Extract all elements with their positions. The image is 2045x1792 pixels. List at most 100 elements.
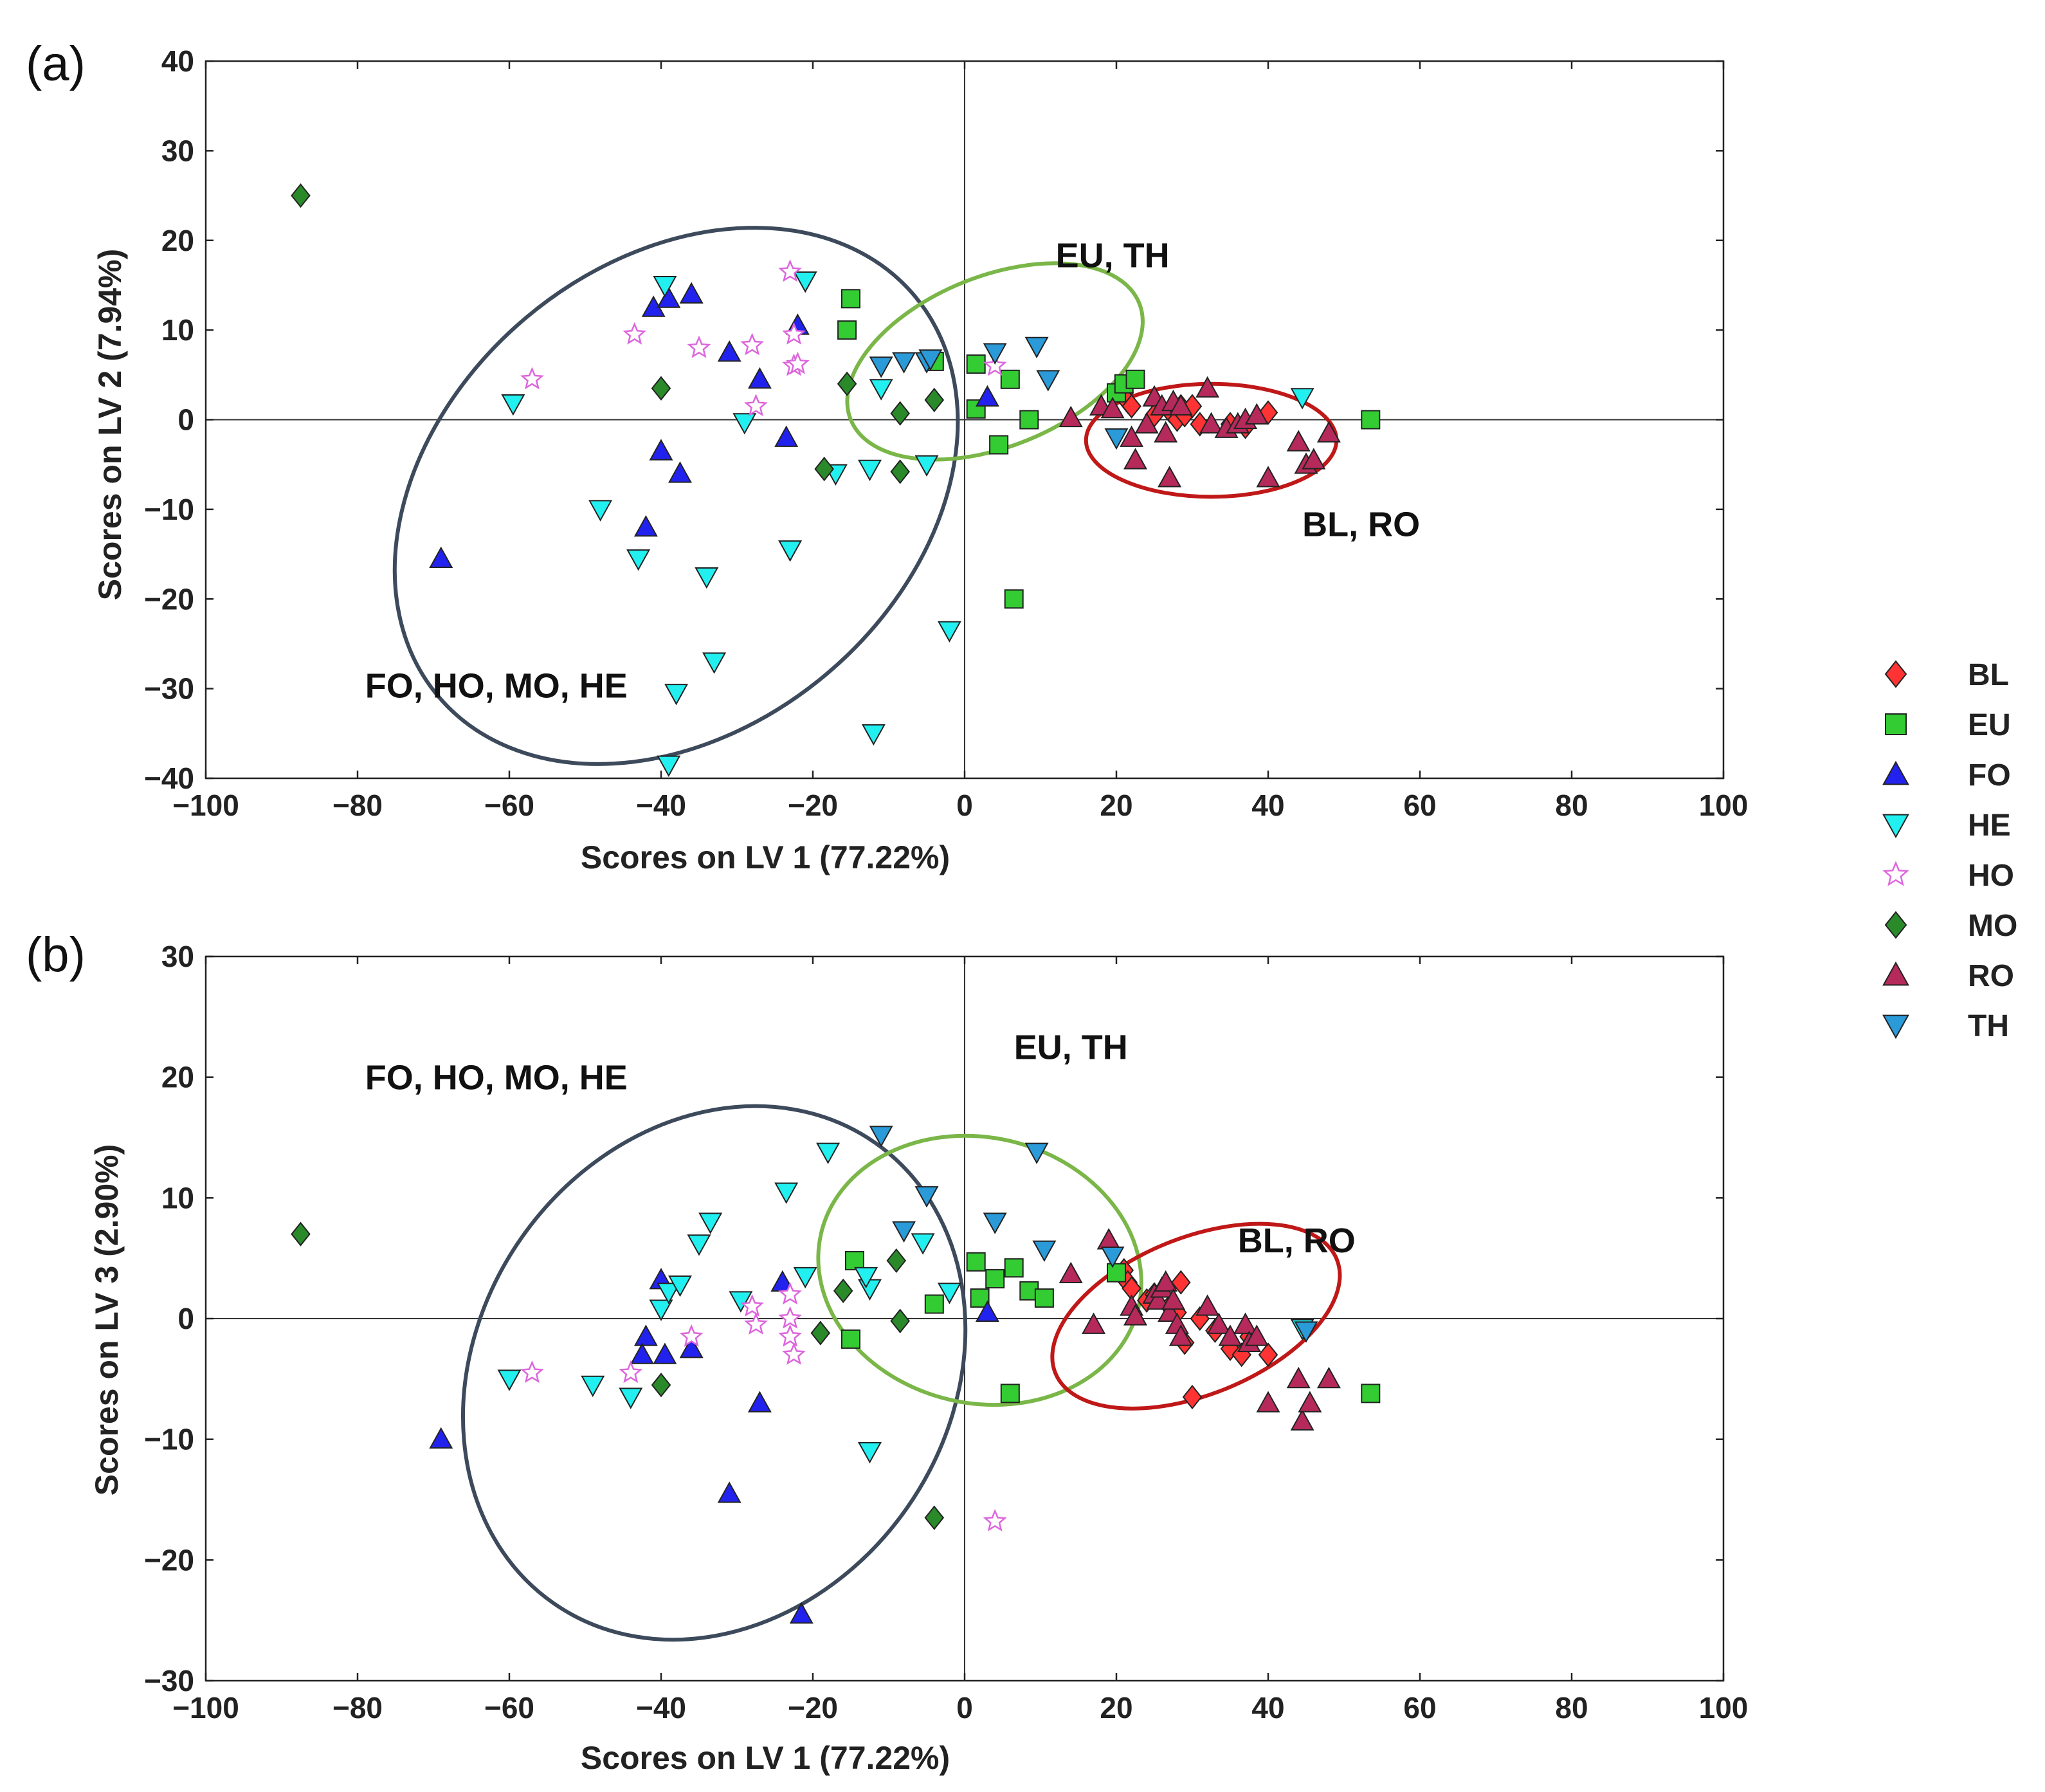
panel-a-annotation-0: EU, TH: [1056, 237, 1170, 275]
panel-b-point-ro-20: [1286, 1366, 1311, 1389]
panel-b-point-mo-4: [886, 1248, 907, 1274]
panel-a-point-eu-3: [966, 354, 986, 374]
panel-a-point-th-7: [1104, 428, 1129, 450]
panel-a-plot-area: EU, TH BL, RO FO, HO, MO, HE: [206, 61, 1723, 778]
panel-a-point-bl-2: [1122, 394, 1141, 419]
panel-b-point-ro-15: [1218, 1324, 1242, 1346]
panel-a-x-tick-label: 40: [1251, 789, 1284, 822]
panel-b-ellipse-fo-ho-mo-he: [460, 1104, 968, 1642]
panel-b-label: (b): [26, 928, 86, 982]
panel-b-point-th-7: [1294, 1321, 1318, 1343]
legend-item-th: TH: [1882, 1009, 2009, 1043]
panel-a-point-ro-2: [1100, 396, 1125, 419]
panel-b-point-he-0: [497, 1369, 522, 1391]
panel-b-point-ho-8: [782, 1342, 806, 1365]
panel-b-y-axis-title: Scores on LV 3 (2.90%): [89, 1144, 125, 1495]
panel-a-point-he-4: [626, 549, 651, 571]
legend-marker-bl: [1884, 660, 1907, 688]
panel-b-y-tick-label: 0: [177, 1302, 194, 1335]
panel-a-ellipse-eu-th: [845, 261, 1145, 462]
panel-a-point-he-1: [793, 271, 817, 293]
panel-b-point-fo-3: [630, 1342, 654, 1364]
panel-a-point-he-12: [858, 459, 882, 482]
panel-a-point-fo-3: [717, 340, 741, 362]
panel-a-point-th-3: [918, 349, 943, 371]
panel-b-point-fo-4: [653, 1342, 677, 1364]
legend-item-eu: EU: [1885, 708, 2011, 742]
panel-a-point-fo-10: [429, 546, 453, 568]
panel-b-annotation-2: FO, HO, MO, HE: [365, 1058, 628, 1097]
panel-a-point-ho-0: [520, 367, 544, 390]
panel-a-point-fo-5: [774, 425, 799, 447]
panel-b-point-ro-4: [1123, 1304, 1147, 1326]
legend-marker-ro: [1882, 961, 1909, 986]
panel-a-point-ho-1: [623, 322, 647, 345]
panel-b-point-ro-19: [1256, 1391, 1280, 1413]
panel-b-x-tick-label: −40: [636, 1691, 686, 1724]
panel-b-point-th-5: [1032, 1240, 1057, 1262]
panel-b-y-tick-label: −10: [144, 1423, 194, 1456]
panel-a-point-ro-11: [1168, 394, 1193, 416]
panel-b-point-ro-23: [1316, 1366, 1341, 1389]
panel-a-point-eu-12: [1361, 410, 1381, 430]
panel-b-point-he-8: [729, 1291, 753, 1313]
panel-b-point-eu-7: [1004, 1258, 1024, 1278]
panel-b-x-tick-label: −20: [788, 1691, 838, 1724]
panel-b-point-mo-0: [291, 1221, 311, 1247]
panel-a-point-th-1: [892, 352, 916, 374]
panel-b-point-ho-0: [520, 1360, 544, 1384]
legend-label-he: HE: [1968, 809, 2011, 843]
panel-a-point-ho-9: [983, 353, 1007, 376]
panel-b-point-he-2: [619, 1387, 643, 1409]
panel-b-x-tick-label: −80: [332, 1691, 383, 1724]
panel-b-point-eu-5: [985, 1269, 1005, 1289]
panel-b-point-he-16: [937, 1283, 961, 1304]
panel-b-plot-area: EU, TH BL, RO FO, HO, MO, HE: [206, 956, 1723, 1681]
panel-b-point-th-6: [1100, 1246, 1125, 1268]
panel-b-y-tick-label: −30: [144, 1664, 194, 1697]
panel-b-x-tick-label: 100: [1699, 1691, 1749, 1724]
panel-b-point-eu-6: [1000, 1384, 1020, 1403]
panel-a-point-eu-6: [1000, 369, 1020, 389]
panel-b-x-tick-label: 80: [1555, 1691, 1588, 1724]
legend-item-mo: MO: [1884, 909, 2017, 943]
panel-a-point-fo-4: [747, 367, 772, 389]
panel-b-annotation-1: BL, RO: [1238, 1221, 1356, 1260]
panel-b-point-th-2: [914, 1186, 939, 1208]
legend-marker-ho: [1882, 861, 1909, 886]
panel-b-point-ro-12: [1168, 1324, 1193, 1346]
panel-a-point-he-17: [1290, 388, 1314, 410]
panel-a-point-ro-9: [1158, 466, 1182, 488]
panel-b-point-mo-3: [833, 1278, 853, 1303]
panel-a-point-eu-1: [837, 320, 857, 340]
legend-item-ho: HO: [1882, 859, 2014, 893]
panel-a-x-tick-label: 100: [1699, 789, 1749, 822]
panel-b-point-he-5: [668, 1275, 692, 1297]
panel-b-point-eu-9: [1034, 1288, 1054, 1308]
panel-b-point-he-1: [581, 1375, 605, 1398]
panel-a-x-tick-label: −80: [332, 789, 383, 822]
panel-a-point-fo-11: [975, 385, 999, 407]
panel-b-x-tick-label: −60: [484, 1691, 534, 1724]
panel-b-x-tick-label: −100: [172, 1691, 239, 1724]
panel-a-point-ho-4: [744, 394, 768, 417]
panel-a-y-tick-label: −40: [144, 762, 194, 795]
legend-label-ro: RO: [1968, 959, 2014, 993]
panel-a-point-ro-18: [1256, 466, 1280, 488]
legend-marker-fo: [1882, 760, 1909, 785]
panel-a-point-he-2: [501, 394, 525, 416]
panel-b-point-he-10: [793, 1266, 817, 1289]
panel-a-point-ho-8: [782, 322, 806, 345]
panel-b-point-ro-14: [1206, 1312, 1231, 1334]
panel-b-y-tick-label: −20: [144, 1543, 194, 1577]
panel-b-point-th-3: [983, 1212, 1007, 1234]
panel-b-point-ro-0: [1059, 1261, 1083, 1284]
panel-a-point-he-7: [657, 755, 681, 777]
panel-b-point-ho-3: [740, 1294, 764, 1317]
panel-b-point-mo-2: [810, 1321, 831, 1346]
panel-b-point-mo-1: [651, 1373, 671, 1398]
panel-b-point-ho-1: [619, 1360, 643, 1384]
panel-a-point-mo-1: [651, 376, 671, 401]
